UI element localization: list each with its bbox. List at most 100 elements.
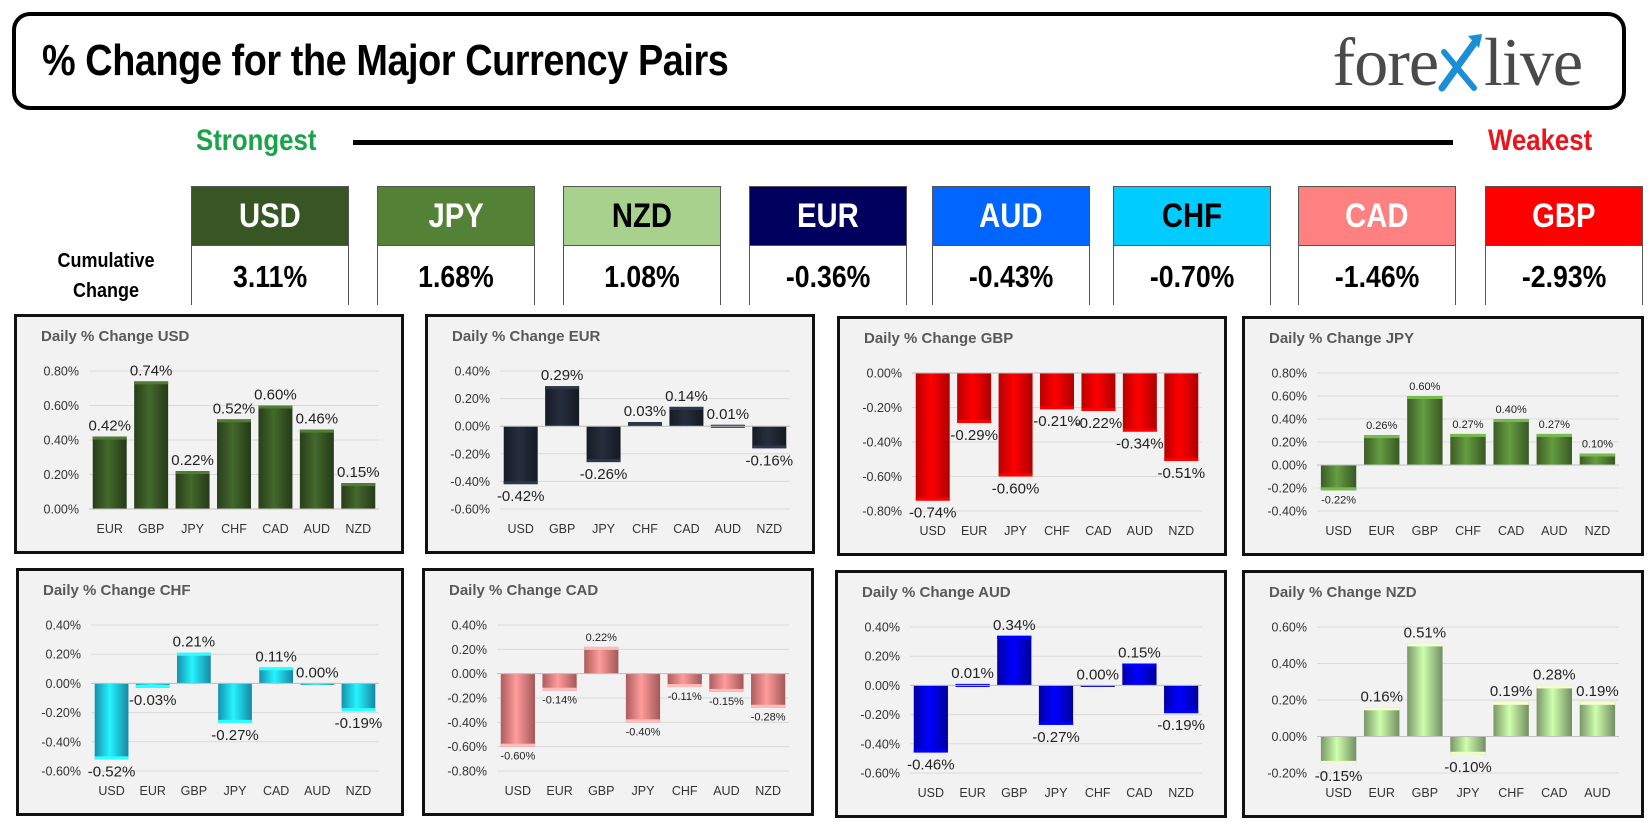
x-tick-label: NZD [1168, 786, 1194, 800]
y-tick-label: -0.80% [862, 505, 902, 519]
x-tick-label: USD [505, 784, 531, 798]
x-tick-label: EUR [546, 784, 572, 798]
y-tick-label: -0.20% [447, 692, 487, 706]
y-tick-label: 0.00% [865, 679, 900, 693]
data-label: -0.34% [1116, 436, 1164, 453]
chart-title: Daily % Change CAD [449, 582, 598, 599]
cumulative-change-label: Cumulative Change [52, 246, 160, 306]
tile-value-text: -0.70% [1149, 259, 1235, 294]
chart-title: Daily % Change EUR [452, 328, 601, 345]
bar-highlight [94, 756, 129, 760]
bar-highlight [500, 743, 535, 747]
bar-jpy [1450, 736, 1486, 755]
y-tick-label: 0.20% [46, 648, 81, 662]
x-tick-label: CAD [262, 522, 288, 536]
tile-currency-text: EUR [797, 197, 859, 235]
bar-nzd [1579, 453, 1616, 465]
bar-highlight [625, 719, 661, 723]
bar-highlight [1081, 407, 1116, 411]
data-label: -0.27% [211, 727, 259, 744]
bar-jpy [625, 673, 661, 723]
bar-eur [92, 436, 127, 509]
y-tick-label: 0.00% [44, 503, 79, 517]
data-label: 0.51% [1404, 624, 1447, 641]
x-tick-label: USD [920, 524, 946, 538]
data-label: 0.00% [296, 664, 339, 681]
y-tick-label: 0.20% [452, 643, 487, 657]
x-tick-label: GBP [588, 784, 614, 798]
x-tick-label: EUR [97, 522, 123, 536]
chart-panel-3: Daily % Change GBP -0.80% -0.60% -0.40% -0.2… [837, 316, 1227, 556]
data-label: -0.60% [992, 481, 1040, 498]
tile-cad: CAD -1.46% [1298, 186, 1456, 305]
bar-usd [500, 673, 535, 747]
x-tick-label: CHF [1498, 786, 1524, 800]
bar-nzd [751, 673, 786, 708]
bar-highlight [259, 667, 294, 671]
data-label: 0.27% [1452, 419, 1483, 431]
bar-aud [299, 429, 334, 509]
bar-highlight [1038, 721, 1074, 725]
bar-highlight [175, 471, 210, 475]
bar-nzd [752, 426, 787, 449]
bar-gbp [1407, 643, 1443, 737]
bar-highlight [503, 481, 538, 485]
tile-value: 1.68% [378, 245, 534, 305]
y-tick-label: -0.20% [860, 708, 900, 722]
x-tick-label: JPY [181, 522, 205, 536]
data-label: 0.40% [1496, 404, 1527, 416]
data-label: -0.10% [1444, 759, 1492, 776]
tile-aud: AUD -0.43% [932, 186, 1090, 305]
tile-value-text: -2.93% [1521, 259, 1607, 294]
x-tick-label: EUR [140, 784, 166, 798]
data-label: 0.42% [88, 418, 131, 435]
data-label: -0.11% [668, 691, 702, 703]
ranking-divider [353, 140, 1453, 145]
bar-highlight [1164, 710, 1199, 714]
x-tick-label: NZD [755, 784, 781, 798]
bar-highlight [915, 497, 950, 501]
bar-aud [300, 683, 335, 685]
x-tick-label: AUD [1127, 524, 1153, 538]
bar-highlight [1164, 457, 1199, 461]
tile-value-text: -0.36% [785, 259, 871, 294]
y-tick-label: -0.20% [450, 447, 490, 461]
data-label: 0.34% [993, 617, 1036, 634]
data-label: -0.14% [542, 695, 577, 707]
chart-svg: Daily % Change JPY -0.40% -0.20% 0.00% 0.20%… [1267, 330, 1619, 538]
bar-highlight [1320, 487, 1357, 491]
y-tick-label: 0.00% [46, 677, 81, 691]
chart-panel-8: Daily % Change NZD -0.20% 0.00% 0.20% 0.40% 0… [1242, 570, 1644, 818]
y-tick-label: 0.60% [1272, 621, 1307, 635]
x-tick-label: CAD [673, 522, 699, 536]
x-tick-label: NZD [345, 522, 371, 536]
x-tick-label: CHF [221, 522, 247, 536]
y-tick-label: 0.20% [44, 468, 79, 482]
x-tick-label: CHF [1044, 524, 1070, 538]
data-label: 0.19% [1490, 683, 1533, 700]
chart-svg: Daily % Change GBP -0.80% -0.60% -0.40% -0.2… [862, 330, 1206, 538]
chart-panel-5: Daily % Change CHF -0.60% -0.40% -0.20% 0.00… [16, 568, 404, 816]
data-label: -0.51% [1158, 465, 1206, 482]
bar-highlight [1407, 396, 1443, 399]
y-tick-label: -0.20% [1267, 482, 1307, 496]
bar-highlight [341, 483, 376, 487]
bar-highlight [957, 420, 992, 424]
chart-svg: Daily % Change AUD -0.60% -0.40% -0.20% 0.00… [860, 584, 1205, 800]
bar-eur [1364, 707, 1400, 737]
x-tick-label: CAD [1085, 524, 1111, 538]
y-tick-label: -0.40% [860, 737, 900, 751]
bar-highlight [998, 473, 1033, 477]
data-label: -0.42% [497, 488, 545, 505]
bar-highlight [584, 646, 619, 650]
chart-title: Daily % Change NZD [1269, 584, 1417, 601]
bar-cad [669, 406, 704, 427]
bar-chf [1080, 685, 1115, 687]
data-label: 0.01% [707, 406, 750, 423]
chart-title: Daily % Change GBP [864, 330, 1013, 347]
tile-value-text: 1.08% [604, 259, 680, 294]
data-label: 0.16% [1360, 688, 1403, 705]
header-banner: % Change for the Major Currency Pairs fo… [12, 12, 1626, 110]
y-tick-label: 0.20% [455, 392, 490, 406]
tile-currency-text: NZD [611, 197, 673, 235]
